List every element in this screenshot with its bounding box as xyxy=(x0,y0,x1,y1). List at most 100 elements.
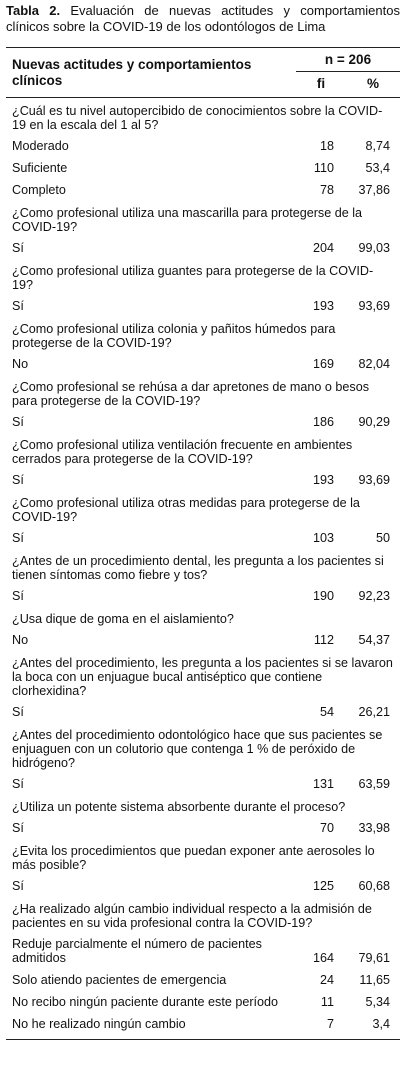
frequency: 193 xyxy=(312,473,334,487)
percentage: 92,23 xyxy=(358,589,390,603)
answer-row: No 112 54,37 xyxy=(6,628,400,650)
answer-row: No 169 82,04 xyxy=(6,352,400,374)
question: ¿Como profesional utiliza ventilación fr… xyxy=(12,438,353,466)
frequency: 18 xyxy=(319,139,334,153)
question: ¿Como profesional se rehúsa a dar apreto… xyxy=(12,380,370,408)
answer-row: Sí 125 60,68 xyxy=(6,874,400,896)
answer-label: No he realizado ningún cambio xyxy=(6,1012,296,1040)
percentage: 50 xyxy=(375,531,390,545)
answer-label: Sí xyxy=(12,821,24,835)
question: ¿Antes de un procedimiento dental, les p… xyxy=(12,554,384,582)
answer-label: Sí xyxy=(12,241,24,255)
answer-row: No he realizado ningún cambio 7 3,4 xyxy=(6,1012,400,1040)
frequency: 54 xyxy=(319,705,334,719)
answer-label: No xyxy=(12,357,29,371)
percentage: 82,04 xyxy=(358,357,390,371)
question-row: ¿Utiliza un potente sistema absorbente d… xyxy=(6,794,400,816)
percentage: 93,69 xyxy=(358,299,390,313)
sample-size-header: n = 206 xyxy=(296,47,400,72)
answer-row: Sí 186 90,29 xyxy=(6,410,400,432)
question-row: ¿Ha realizado algún cambio individual re… xyxy=(6,896,400,932)
answer-label: Sí xyxy=(12,299,24,313)
frequency: 70 xyxy=(319,821,334,835)
frequency: 11 xyxy=(320,995,334,1009)
percentage: 54,37 xyxy=(358,633,390,647)
answer-row: Reduje parcialmente el número de pacient… xyxy=(6,932,400,968)
percentage: 60,68 xyxy=(358,879,390,893)
question-row: ¿Usa dique de goma en el aislamiento? xyxy=(6,606,400,628)
answer-label: Sí xyxy=(12,589,24,603)
percentage: 26,21 xyxy=(358,705,390,719)
question-row: ¿Como profesional se rehúsa a dar apreto… xyxy=(6,374,400,410)
table-header: Nuevas actitudes y comportamientos clíni… xyxy=(6,47,400,98)
question-row: ¿Cuál es tu nivel autopercibido de conoc… xyxy=(6,98,400,135)
answer-row: Sí 131 63,59 xyxy=(6,772,400,794)
percentage: 99,03 xyxy=(358,241,390,255)
caption-text: Evaluación de nuevas actitudes y comport… xyxy=(6,3,400,34)
percentage: 8,74 xyxy=(365,139,390,153)
answer-label: No xyxy=(12,633,29,647)
frequency: 78 xyxy=(319,183,334,197)
frequency: 103 xyxy=(312,531,334,545)
question-row: ¿Como profesional utiliza una mascarilla… xyxy=(6,200,400,236)
question-row: ¿Como profesional utiliza otras medidas … xyxy=(6,490,400,526)
answer-label: No recibo ningún paciente durante este p… xyxy=(12,995,279,1009)
question-row: ¿Como profesional utiliza guantes para p… xyxy=(6,258,400,294)
column-header: Nuevas actitudes y comportamientos clíni… xyxy=(6,47,296,98)
answer-label: Sí xyxy=(12,879,24,893)
percentage: 11,65 xyxy=(359,973,390,987)
question-row: ¿Antes del procedimiento, les pregunta a… xyxy=(6,650,400,700)
percentage: 3,4 xyxy=(346,1012,400,1040)
frequency: 131 xyxy=(312,777,334,791)
answer-row: Sí 204 99,03 xyxy=(6,236,400,258)
question-row: ¿Como profesional utiliza ventilación fr… xyxy=(6,432,400,468)
answer-row: Solo atiendo pacientes de emergencia 24 11… xyxy=(6,968,400,990)
answer-label: Solo atiendo pacientes de emergencia xyxy=(12,973,227,987)
fi-header: fi xyxy=(296,71,346,98)
answer-label: Completo xyxy=(12,183,66,197)
question-row: ¿Antes del procedimiento odontológico ha… xyxy=(6,722,400,772)
answer-row: Sí 103 50 xyxy=(6,526,400,548)
question: ¿Antes del procedimiento odontológico ha… xyxy=(12,728,383,770)
table-body: ¿Cuál es tu nivel autopercibido de conoc… xyxy=(6,98,400,1040)
question: ¿Como profesional utiliza guantes para p… xyxy=(12,264,374,292)
answer-label: Reduje parcialmente el número de pacient… xyxy=(12,937,262,965)
percentage: 33,98 xyxy=(358,821,390,835)
frequency: 190 xyxy=(312,589,334,603)
percentage: 90,29 xyxy=(358,415,390,429)
question: ¿Como profesional utiliza colonia y pañi… xyxy=(12,322,336,350)
answer-label: Sí xyxy=(12,777,24,791)
frequency: 125 xyxy=(312,879,334,893)
table: Nuevas actitudes y comportamientos clíni… xyxy=(6,47,400,1040)
percentage: 37,86 xyxy=(358,183,390,197)
answer-label: Sí xyxy=(12,531,24,545)
answer-label: Suficiente xyxy=(12,161,68,175)
percentage: 5,34 xyxy=(365,995,390,1009)
question: ¿Evita los procedimientos que puedan exp… xyxy=(12,844,375,872)
answer-row: No recibo ningún paciente durante este p… xyxy=(6,990,400,1012)
answer-row: Sí 54 26,21 xyxy=(6,700,400,722)
answer-label: Sí xyxy=(12,415,24,429)
question-row: ¿Evita los procedimientos que puedan exp… xyxy=(6,838,400,874)
percentage: 63,59 xyxy=(358,777,390,791)
frequency: 169 xyxy=(312,357,334,371)
frequency: 186 xyxy=(312,415,334,429)
answer-row: Completo 78 37,86 xyxy=(6,178,400,200)
frequency: 24 xyxy=(319,973,334,987)
percentage: 79,61 xyxy=(358,951,390,965)
answer-row: Sí 193 93,69 xyxy=(6,294,400,316)
question: ¿Como profesional utiliza una mascarilla… xyxy=(12,206,363,234)
table-caption: Tabla 2. Evaluación de nuevas actitudes … xyxy=(6,3,400,35)
frequency: 164 xyxy=(312,951,334,965)
answer-label: Sí xyxy=(12,705,24,719)
percent-header: % xyxy=(346,71,400,98)
question: ¿Utiliza un potente sistema absorbente d… xyxy=(12,800,346,814)
answer-row: Suficiente 110 53,4 xyxy=(6,156,400,178)
question-row: ¿Como profesional utiliza colonia y pañi… xyxy=(6,316,400,352)
percentage: 53,4 xyxy=(365,161,390,175)
question: ¿Usa dique de goma en el aislamiento? xyxy=(12,612,234,626)
question: ¿Como profesional utiliza otras medidas … xyxy=(12,496,360,524)
question: ¿Antes del procedimiento, les pregunta a… xyxy=(12,656,393,698)
percentage: 93,69 xyxy=(358,473,390,487)
